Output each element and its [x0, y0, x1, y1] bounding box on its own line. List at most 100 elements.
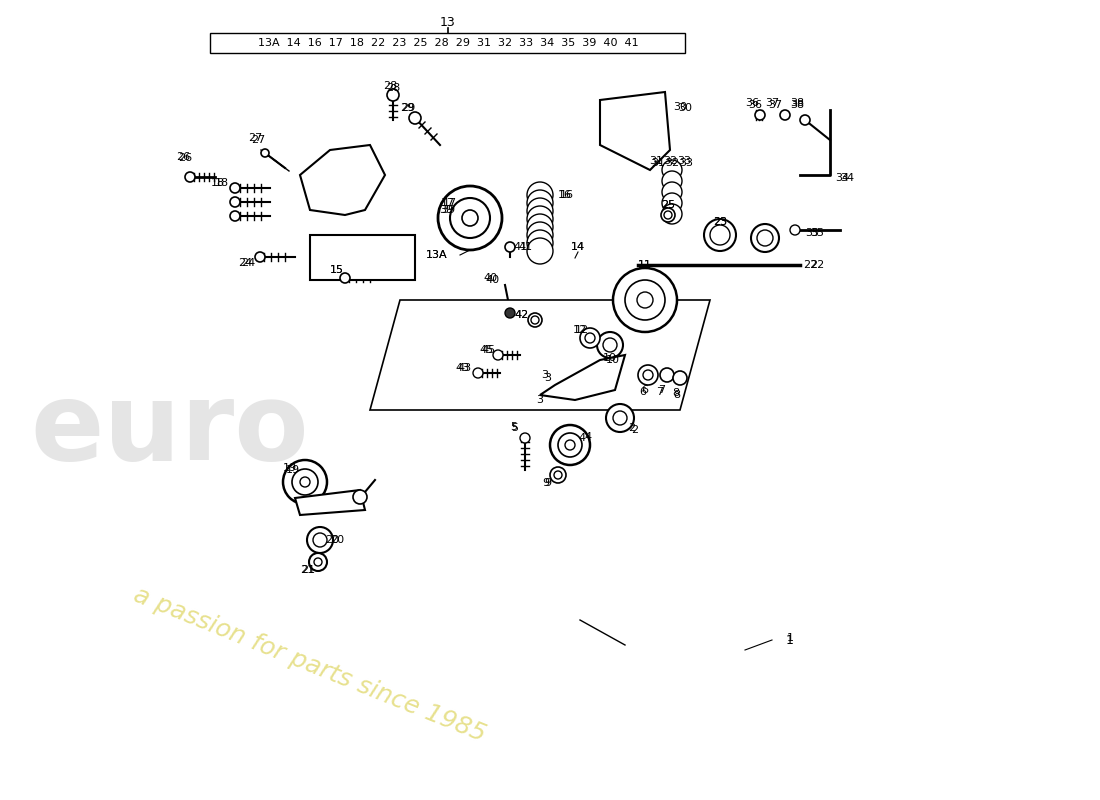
Text: 38: 38 — [790, 98, 804, 108]
Text: 18: 18 — [211, 178, 226, 188]
Text: 32: 32 — [664, 158, 679, 168]
Circle shape — [387, 89, 399, 101]
Circle shape — [597, 332, 623, 358]
Text: 11: 11 — [638, 260, 652, 270]
Text: 39: 39 — [441, 205, 455, 215]
Text: 13A  14  16  17  18  22  23  25  28  29  31  32  33  34  35  39  40  41: 13A 14 16 17 18 22 23 25 28 29 31 32 33 … — [257, 38, 638, 48]
Circle shape — [662, 160, 682, 180]
Circle shape — [637, 292, 653, 308]
Circle shape — [550, 467, 566, 483]
Circle shape — [606, 404, 634, 432]
Text: 10: 10 — [603, 353, 617, 363]
Circle shape — [409, 112, 421, 124]
Text: 19: 19 — [283, 463, 297, 473]
Text: 12: 12 — [575, 325, 590, 335]
Circle shape — [438, 186, 502, 250]
Circle shape — [704, 219, 736, 251]
Text: 33: 33 — [676, 156, 691, 166]
Circle shape — [527, 230, 553, 256]
Text: 7: 7 — [657, 387, 663, 397]
Circle shape — [660, 368, 674, 382]
Bar — [210, 33, 685, 53]
Circle shape — [185, 172, 195, 182]
Text: 36: 36 — [745, 98, 759, 108]
Text: 41: 41 — [513, 242, 527, 252]
Circle shape — [527, 222, 553, 248]
Text: 34: 34 — [835, 173, 849, 183]
Text: 17: 17 — [441, 198, 455, 208]
Text: 38: 38 — [790, 100, 804, 110]
Circle shape — [300, 477, 310, 487]
Circle shape — [790, 225, 800, 235]
Text: 24: 24 — [238, 258, 252, 268]
Circle shape — [751, 224, 779, 252]
Circle shape — [780, 110, 790, 120]
Circle shape — [757, 230, 773, 246]
Text: 23: 23 — [713, 217, 727, 227]
Text: 4: 4 — [584, 432, 592, 442]
Text: 41: 41 — [518, 242, 532, 252]
Text: 14: 14 — [571, 242, 585, 252]
Text: 23: 23 — [713, 217, 727, 227]
Text: 6: 6 — [641, 385, 649, 395]
Text: 6: 6 — [639, 387, 647, 397]
Text: 13A: 13A — [426, 250, 448, 260]
Circle shape — [527, 238, 553, 264]
Circle shape — [527, 190, 553, 216]
Text: 9: 9 — [542, 478, 550, 488]
Circle shape — [673, 371, 688, 385]
Text: 16: 16 — [560, 190, 574, 200]
Text: 35: 35 — [810, 228, 824, 238]
Circle shape — [520, 433, 530, 443]
Text: 25: 25 — [661, 200, 675, 210]
Text: 2: 2 — [628, 423, 636, 433]
Circle shape — [662, 204, 682, 224]
Text: 27: 27 — [248, 133, 262, 143]
Text: 13: 13 — [440, 17, 455, 30]
Circle shape — [309, 553, 327, 571]
Circle shape — [314, 533, 327, 547]
Circle shape — [307, 527, 333, 553]
Circle shape — [527, 206, 553, 232]
Text: 3: 3 — [541, 370, 549, 380]
Circle shape — [755, 110, 764, 120]
Circle shape — [292, 469, 318, 495]
Text: 34: 34 — [840, 173, 854, 183]
Text: 28: 28 — [386, 83, 400, 93]
Text: 22: 22 — [803, 260, 817, 270]
Text: 7: 7 — [659, 385, 666, 395]
Text: 20: 20 — [324, 535, 339, 545]
Circle shape — [493, 350, 503, 360]
Text: 24: 24 — [241, 258, 255, 268]
Circle shape — [255, 252, 265, 262]
Text: euro: euro — [30, 377, 309, 483]
Circle shape — [558, 433, 582, 457]
Text: 45: 45 — [478, 345, 493, 355]
Polygon shape — [310, 235, 415, 280]
Text: 15: 15 — [330, 265, 344, 275]
Circle shape — [662, 182, 682, 202]
Text: 14: 14 — [571, 242, 585, 252]
Circle shape — [340, 273, 350, 283]
Circle shape — [230, 211, 240, 221]
Text: 4: 4 — [579, 433, 585, 443]
Text: 1: 1 — [786, 634, 794, 646]
Circle shape — [450, 198, 490, 238]
Circle shape — [664, 211, 672, 219]
Text: 29: 29 — [400, 103, 415, 113]
Text: 37: 37 — [764, 98, 779, 108]
Text: 3: 3 — [537, 395, 543, 405]
Text: 39: 39 — [439, 205, 453, 215]
Circle shape — [261, 149, 270, 157]
Polygon shape — [600, 92, 670, 170]
Circle shape — [710, 225, 730, 245]
Circle shape — [505, 242, 515, 252]
Circle shape — [527, 182, 553, 208]
Text: 22: 22 — [810, 260, 824, 270]
Circle shape — [230, 183, 240, 193]
Text: 28: 28 — [383, 81, 397, 91]
Text: 8: 8 — [672, 388, 680, 398]
Text: 16: 16 — [558, 190, 572, 200]
Circle shape — [661, 208, 675, 222]
Circle shape — [565, 440, 575, 450]
